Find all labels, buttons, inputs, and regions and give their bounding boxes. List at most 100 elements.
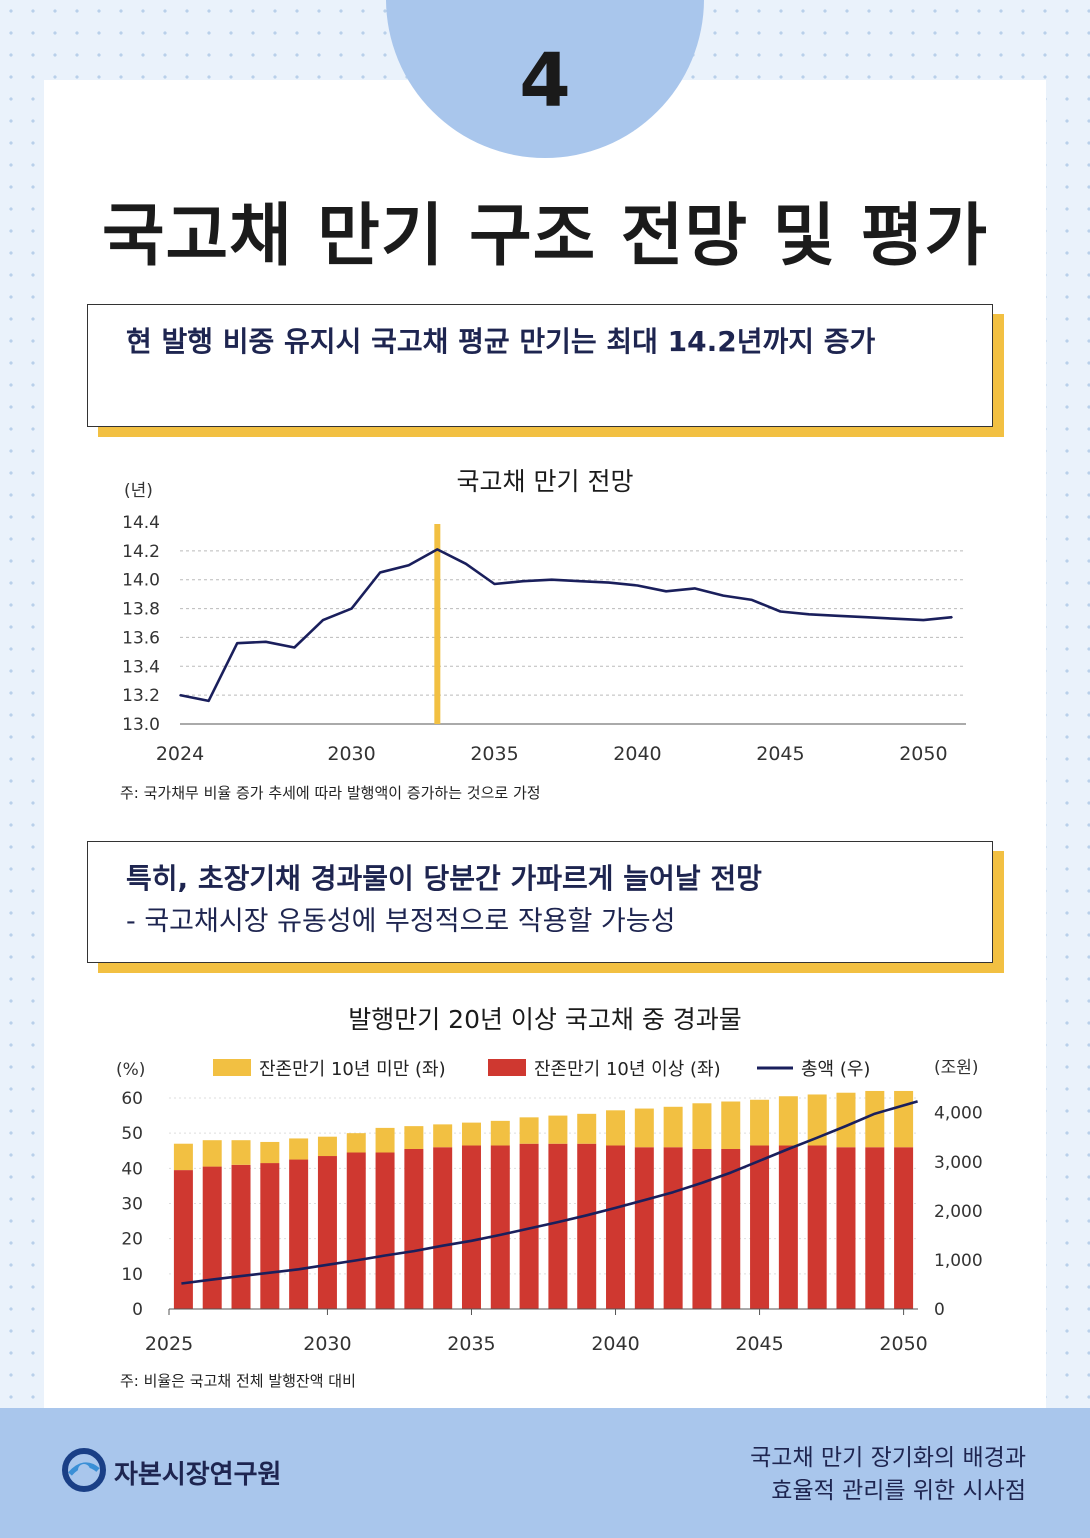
data-point — [779, 610, 782, 613]
bar-under-10y — [231, 1140, 251, 1165]
bar-10y-plus — [404, 1148, 424, 1309]
y-left-tick-label: 0 — [132, 1300, 143, 1320]
data-point — [493, 583, 496, 585]
bar-10y-plus — [461, 1145, 481, 1309]
x-tick-label: 2045 — [735, 1333, 783, 1355]
page-number: 4 — [519, 38, 571, 124]
bar-10y-plus — [692, 1148, 712, 1309]
bar-10y-plus — [519, 1143, 539, 1309]
data-point — [550, 578, 553, 581]
y-left-tick-label: 20 — [121, 1230, 143, 1250]
bar-under-10y — [289, 1138, 309, 1160]
peak-highlight-bar — [434, 524, 441, 724]
legend-swatch — [488, 1059, 526, 1076]
bar-under-10y — [778, 1096, 798, 1146]
data-point — [951, 616, 953, 619]
bar-under-10y — [433, 1124, 453, 1148]
bar-under-10y — [894, 1090, 914, 1148]
bar-10y-plus — [202, 1166, 222, 1309]
data-point — [264, 640, 267, 643]
data-point — [379, 571, 381, 574]
maturity-line-chart: 14.4 14.2 14.0 13.8 13.6 13.4 13.2 13.0 (년) 2024 2… — [122, 481, 966, 765]
y-tick-label: 13.6 — [122, 628, 160, 648]
legend-label: 총액 (우) — [801, 1059, 870, 1080]
bar-10y-plus — [346, 1152, 366, 1309]
data-point — [293, 646, 296, 649]
footer — [0, 1408, 1090, 1538]
legend-swatch — [213, 1059, 251, 1076]
data-point — [836, 614, 839, 617]
data-point — [808, 613, 810, 616]
bar-under-10y — [577, 1113, 597, 1144]
y-tick-label: 13.2 — [122, 686, 160, 706]
bar-under-10y — [461, 1122, 481, 1146]
bar-under-10y — [260, 1141, 280, 1164]
kcmi-logo-icon — [62, 1448, 106, 1492]
bar-10y-plus — [548, 1143, 568, 1309]
data-point — [207, 700, 210, 702]
bar-under-10y — [692, 1103, 712, 1149]
data-point — [436, 548, 439, 551]
y-tick-label: 14.4 — [122, 513, 160, 533]
maturity-series-line — [179, 548, 953, 703]
bar-10y-plus — [317, 1156, 337, 1309]
bar-chart-note: 주: 비율은 국고채 전체 발행잔액 대비 — [120, 1372, 356, 1390]
bar-10y-plus — [606, 1145, 626, 1309]
bar-10y-plus — [865, 1147, 885, 1309]
data-point — [722, 594, 725, 597]
callout-1: 현 발행 비중 유지시 국고채 평균 만기는 최대 14.2년까지 증가 — [87, 304, 993, 427]
y-right-tick-label: 4,000 — [934, 1104, 983, 1124]
data-point — [579, 580, 582, 582]
data-point — [465, 563, 467, 565]
bar-under-10y — [634, 1108, 654, 1148]
bar-under-10y — [807, 1094, 827, 1146]
bar-under-10y — [606, 1110, 626, 1146]
data-point — [608, 581, 610, 584]
bar-10y-plus — [173, 1170, 193, 1309]
y-axis-unit: (년) — [124, 481, 153, 501]
data-point — [865, 616, 868, 619]
bar-under-10y — [346, 1133, 366, 1153]
data-point — [179, 694, 181, 696]
report-title-line-1: 국고채 만기 장기화의 배경과 — [750, 1445, 1026, 1471]
bar-10y-plus — [663, 1147, 683, 1309]
y-tick-label: 14.0 — [122, 571, 160, 591]
bar-10y-plus — [634, 1147, 654, 1309]
y-right-unit: (조원) — [934, 1058, 979, 1078]
y-left-tick-label: 40 — [121, 1159, 143, 1179]
bar-under-10y — [721, 1101, 741, 1149]
bar-10y-plus — [577, 1143, 597, 1309]
total-amount-line — [181, 1100, 918, 1285]
y-left-tick-label: 50 — [121, 1124, 143, 1144]
data-point — [522, 580, 524, 582]
x-tick-label: 2050 — [899, 743, 947, 765]
bar-under-10y — [317, 1136, 337, 1157]
seasoned-bond-bar-chart: 60 50 40 30 20 10 0 4,000 3,000 2,000 1,000 0 (%) (조원… — [116, 1058, 983, 1355]
bar-10y-plus — [721, 1148, 741, 1309]
y-left-tick-label: 30 — [121, 1195, 143, 1215]
bar-under-10y — [836, 1092, 856, 1148]
bar-10y-plus — [490, 1145, 510, 1309]
bar-under-10y — [375, 1127, 395, 1153]
data-point — [236, 642, 238, 644]
x-tick-label: 2030 — [303, 1333, 351, 1355]
bar-10y-plus — [836, 1147, 856, 1309]
data-point — [665, 590, 667, 593]
x-tick-label: 2040 — [613, 743, 661, 765]
y-left-unit: (%) — [116, 1060, 145, 1080]
bar-10y-plus — [778, 1145, 798, 1309]
report-title-line-2: 효율적 관리를 위한 시사점 — [771, 1478, 1026, 1504]
x-tick-label: 2035 — [470, 743, 518, 765]
report-title: 국고채 만기 장기화의 배경과 효율적 관리를 위한 시사점 — [750, 1442, 1026, 1508]
x-tick-label: 2030 — [327, 743, 375, 765]
data-point — [322, 619, 324, 621]
bar-10y-plus — [375, 1152, 395, 1309]
bar-10y-plus — [894, 1147, 914, 1309]
callout-2-subtext: - 국고채시장 유동성에 부정적으로 작용할 가능성 — [126, 906, 676, 937]
legend-label: 잔존만기 10년 이상 (좌) — [534, 1059, 721, 1080]
y-right-tick-label: 3,000 — [934, 1153, 983, 1173]
y-tick-label: 14.2 — [122, 542, 160, 562]
x-tick-label: 2045 — [756, 743, 804, 765]
data-point — [407, 564, 410, 567]
bar-under-10y — [490, 1120, 510, 1146]
